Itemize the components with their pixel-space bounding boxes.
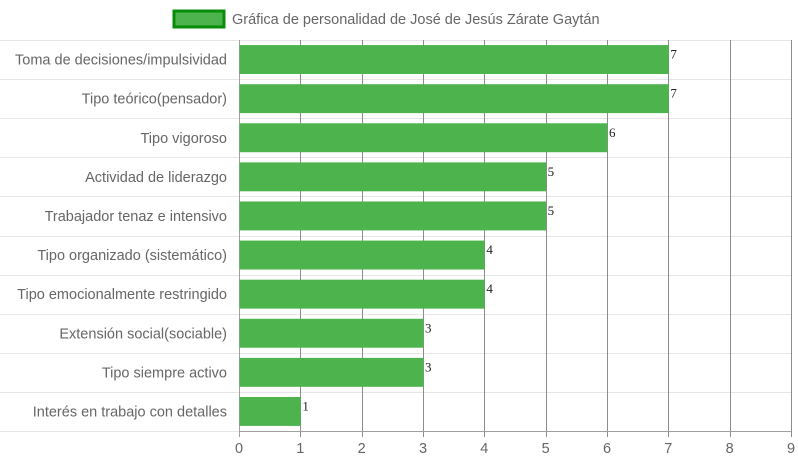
data-label: 5 xyxy=(548,203,555,218)
legend-swatch xyxy=(172,9,226,29)
category-label: Tipo organizado (sistemático) xyxy=(37,248,227,264)
bar xyxy=(239,279,485,309)
data-label: 7 xyxy=(670,86,677,101)
category-label: Toma de decisiones/impulsividad xyxy=(15,53,227,69)
data-label: 6 xyxy=(609,125,616,140)
data-label: 3 xyxy=(425,359,432,374)
x-tick-label: 1 xyxy=(296,441,304,457)
bar xyxy=(239,45,669,75)
category-label: Tipo vigoroso xyxy=(140,131,227,147)
x-tick-label: 6 xyxy=(603,441,611,457)
bar xyxy=(239,84,669,114)
legend-label: Gráfica de personalidad de José de Jesús… xyxy=(232,12,600,28)
x-tick-label: 0 xyxy=(235,441,243,457)
data-label: 3 xyxy=(425,320,432,335)
category-label: Interés en trabajo con detalles xyxy=(33,404,227,420)
data-label: 7 xyxy=(670,47,677,62)
data-label: 1 xyxy=(302,398,309,413)
x-axis-ticks: 0 1 2 3 4 5 6 7 8 9 xyxy=(235,441,795,457)
data-label: 4 xyxy=(486,242,493,257)
category-label: Actividad de liderazgo xyxy=(85,170,227,186)
bar xyxy=(239,357,424,387)
data-label: 5 xyxy=(548,164,555,179)
category-labels: Toma de decisiones/impulsividad Tipo teór… xyxy=(15,53,227,421)
bar xyxy=(239,318,424,348)
chart-legend[interactable]: Gráfica de personalidad de José de Jesús… xyxy=(172,9,600,29)
category-label: Trabajador tenaz e intensivo xyxy=(45,209,227,225)
x-tick-label: 4 xyxy=(480,441,488,457)
category-label: Extensión social(sociable) xyxy=(59,326,227,342)
x-tick-label: 8 xyxy=(726,441,734,457)
x-tick-label: 7 xyxy=(664,441,672,457)
chart-bars xyxy=(239,45,669,426)
value-labels: 7 7 6 5 5 4 4 3 3 1 xyxy=(302,47,677,414)
category-label: Tipo teórico(pensador) xyxy=(82,92,227,108)
bar xyxy=(239,162,547,192)
x-tick-label: 5 xyxy=(542,441,550,457)
bar xyxy=(239,396,301,426)
category-label: Tipo siempre activo xyxy=(102,365,227,381)
bar xyxy=(239,240,485,270)
x-tick-label: 9 xyxy=(787,441,795,457)
x-tick-label: 3 xyxy=(419,441,427,457)
bar xyxy=(239,201,547,231)
bar xyxy=(239,123,608,153)
category-label: Tipo emocionalmente restringido xyxy=(17,287,227,303)
data-label: 4 xyxy=(486,281,493,296)
x-tick-label: 2 xyxy=(358,441,366,457)
